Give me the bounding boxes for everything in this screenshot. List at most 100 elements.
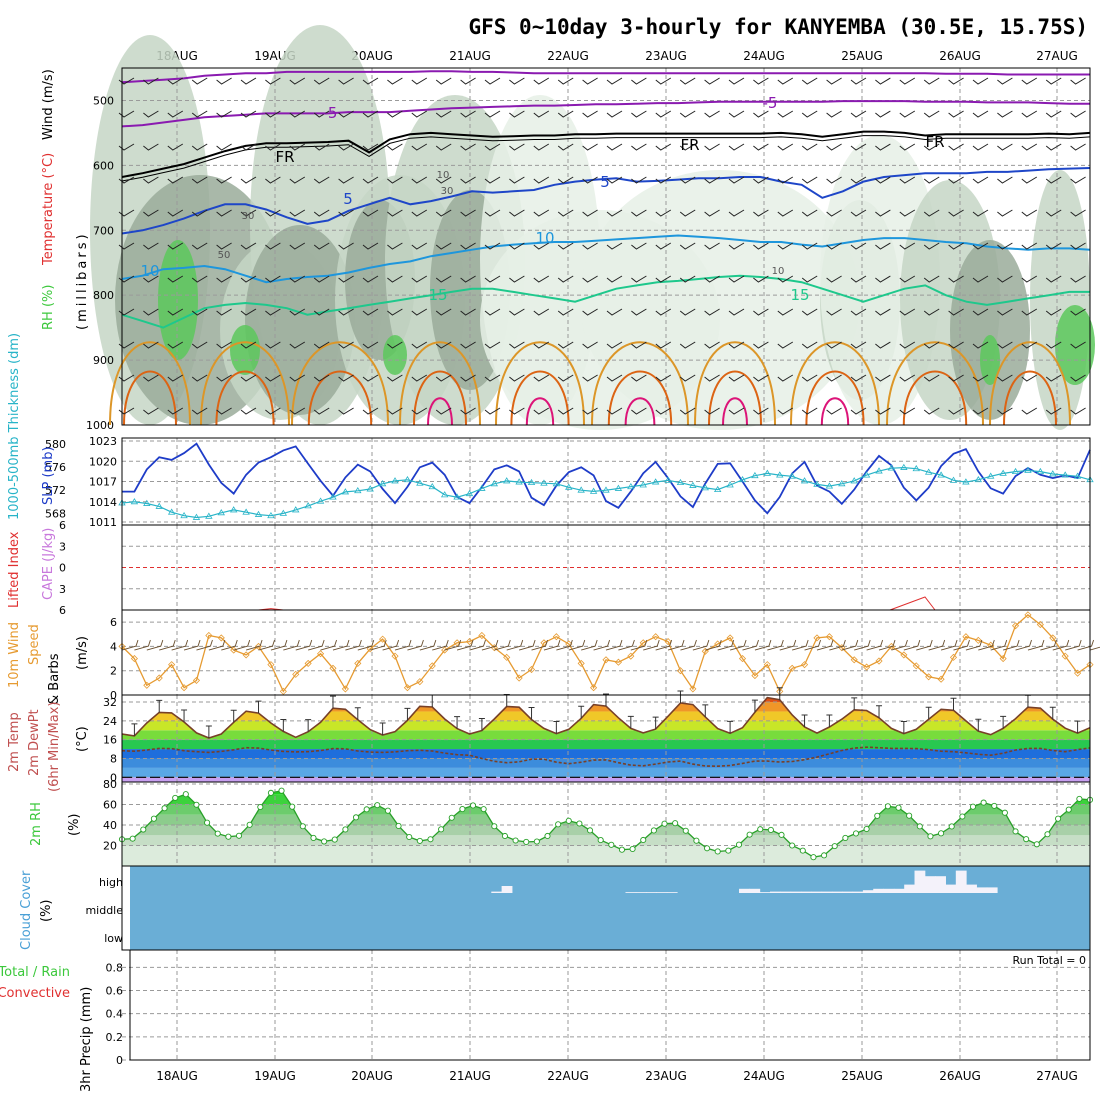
rh-ylabel-1: 2m RH xyxy=(29,802,44,846)
wind-barb xyxy=(899,110,916,118)
wind-barb xyxy=(362,209,379,217)
wind-barb xyxy=(801,275,818,283)
isotherm-loop xyxy=(790,341,880,426)
wind-barb xyxy=(484,374,501,382)
wind-barb xyxy=(435,143,452,151)
high-cloud-bar xyxy=(811,891,823,893)
wind-barb xyxy=(1070,407,1086,415)
wind-barb xyxy=(1021,407,1038,415)
wind-speed-marker xyxy=(267,661,275,669)
wind-barb xyxy=(923,275,940,283)
wind-barb xyxy=(875,374,891,382)
wind-barb-10m xyxy=(1040,639,1057,651)
wind-barb xyxy=(411,275,428,283)
thickness-marker xyxy=(428,482,436,490)
isotherm-loop xyxy=(109,341,191,426)
wind-barb xyxy=(435,209,452,217)
wind-speed-marker xyxy=(403,684,412,692)
slp-ylabel: SLP (mb) xyxy=(41,446,56,505)
wind-barb xyxy=(1045,308,1062,316)
wind-barb xyxy=(1021,77,1038,85)
rh-marker xyxy=(959,813,966,820)
wind-barb xyxy=(728,143,745,151)
wind-barb xyxy=(997,407,1013,415)
thickness-marker xyxy=(651,478,660,485)
wind-barb-10m xyxy=(593,639,611,651)
wind-barb xyxy=(265,275,281,283)
wind-barb-10m xyxy=(432,639,449,651)
wind-barb xyxy=(509,242,525,250)
thickness-marker xyxy=(900,463,908,470)
wind-barb xyxy=(387,176,403,184)
wind-barb xyxy=(875,110,891,118)
wind-barb-10m xyxy=(121,639,139,651)
temp-ylabel-3: (6hr Min/Max) xyxy=(47,702,62,792)
wind-barb xyxy=(435,275,452,283)
thickness-marker xyxy=(130,498,139,505)
rh-shading xyxy=(1055,305,1095,385)
wind-barb xyxy=(362,308,379,316)
wind-speed-marker xyxy=(503,653,511,661)
wind-barb-10m xyxy=(655,639,673,651)
wind-barb xyxy=(240,374,257,382)
thickness-marker xyxy=(552,480,561,487)
wind-barb xyxy=(704,308,720,316)
thickness-marker xyxy=(1061,471,1069,478)
xs-ylabel-wind: Wind (m/s) xyxy=(41,69,56,140)
isotherm-loop xyxy=(902,370,968,426)
wind-barb xyxy=(313,110,330,118)
rh-marker xyxy=(555,821,562,828)
wind-speed-marker xyxy=(602,656,610,664)
wind-barb xyxy=(143,143,159,151)
rh-marker xyxy=(352,814,360,821)
wind-barb xyxy=(801,374,818,382)
wind-barb xyxy=(1045,341,1062,349)
bottom-date-axis: 18AUG 19AUG 20AUG 21AUG 22AUG 23AUG 24AUG 25AUG… xyxy=(156,1069,1078,1083)
rh-marker xyxy=(533,838,540,845)
temp-band xyxy=(122,730,1090,740)
wind-speed-line xyxy=(121,614,1091,693)
rh-marker xyxy=(225,833,232,840)
rh-marker xyxy=(491,823,498,830)
wind-barb xyxy=(387,407,403,415)
cape-li-panel: 6 3 0 3 6 xyxy=(59,519,1091,617)
rh-shading xyxy=(245,225,355,415)
temp-minmax-bar xyxy=(925,706,932,720)
wind-barb xyxy=(216,242,232,250)
thickness-marker xyxy=(1073,472,1082,479)
isotherm-loop xyxy=(215,370,275,426)
wind-barb-10m xyxy=(407,639,424,651)
high-cloud-bar xyxy=(739,888,750,893)
wind-speed-marker xyxy=(205,631,213,640)
wind-barb xyxy=(362,275,379,283)
rh-marker xyxy=(565,817,572,824)
rh-contour-label: 10 xyxy=(437,170,450,181)
wind-speed-marker xyxy=(751,672,759,680)
wind-barb xyxy=(997,110,1013,118)
date-label-top: 23AUG xyxy=(645,49,687,63)
high-cloud-bar xyxy=(759,892,771,893)
wind-barb xyxy=(338,242,354,250)
wind-barb xyxy=(631,275,647,283)
rh-marker xyxy=(767,826,774,833)
wind-speed-marker xyxy=(850,656,858,664)
thickness-marker xyxy=(974,475,983,483)
wind-barb xyxy=(850,242,867,250)
isotherm-loop xyxy=(291,341,389,426)
wind-barb xyxy=(191,143,208,151)
wind-barb xyxy=(411,176,428,184)
li-ylabel: Lifted Index xyxy=(7,531,22,608)
temp-minmax-bar xyxy=(826,714,833,727)
wind-speed-marker xyxy=(304,659,312,667)
precip-ylabel: 3hr Precip (mm) xyxy=(79,987,94,1092)
panel-frame xyxy=(129,949,1091,1061)
wind-barb xyxy=(704,77,720,85)
rh-marker xyxy=(1012,828,1019,835)
high-cloud-bar xyxy=(883,888,895,893)
thickness-marker xyxy=(440,491,449,498)
wind-barb xyxy=(948,77,964,85)
wind-barb xyxy=(167,275,184,283)
y-tick-label: 1014 xyxy=(89,496,117,509)
high-cloud-bar xyxy=(646,892,657,893)
wind-barb xyxy=(265,143,281,151)
